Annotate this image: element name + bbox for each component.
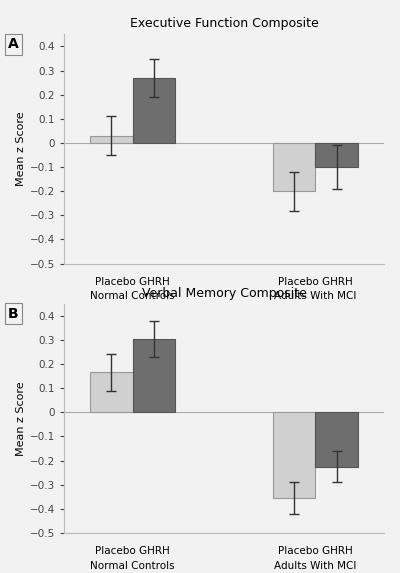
Y-axis label: Mean z Score: Mean z Score: [16, 112, 26, 186]
Text: B: B: [8, 307, 19, 320]
Bar: [90, 136, 132, 143]
Bar: [273, 412, 316, 498]
Bar: [90, 372, 132, 412]
Text: Adults With MCI: Adults With MCI: [274, 560, 357, 571]
Text: Placebo GHRH: Placebo GHRH: [278, 546, 353, 556]
Text: Placebo GHRH: Placebo GHRH: [95, 546, 170, 556]
Text: A: A: [8, 37, 19, 51]
Bar: [316, 412, 358, 466]
Bar: [273, 143, 316, 191]
Title: Executive Function Composite: Executive Function Composite: [130, 17, 318, 30]
Bar: [132, 78, 175, 143]
Y-axis label: Mean z Score: Mean z Score: [16, 381, 26, 456]
Text: Placebo GHRH: Placebo GHRH: [95, 277, 170, 287]
Text: Normal Controls: Normal Controls: [90, 291, 175, 301]
Text: Adults With MCI: Adults With MCI: [274, 291, 357, 301]
Bar: [316, 143, 358, 167]
Text: Placebo GHRH: Placebo GHRH: [278, 277, 353, 287]
Bar: [132, 339, 175, 412]
Title: Verbal Memory Composite: Verbal Memory Composite: [142, 286, 306, 300]
Text: Normal Controls: Normal Controls: [90, 560, 175, 571]
